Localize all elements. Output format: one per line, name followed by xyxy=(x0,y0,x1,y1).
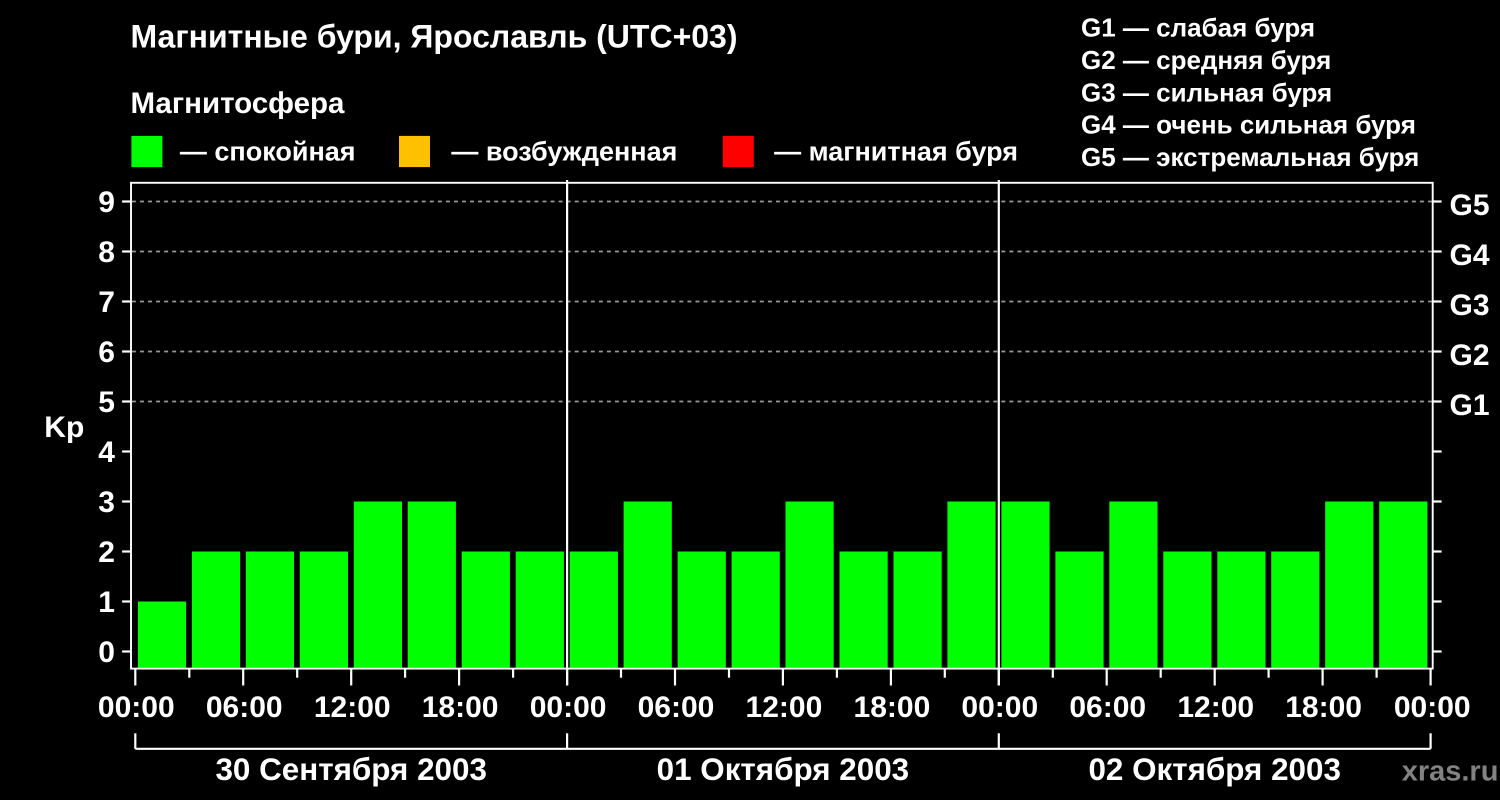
svg-text:G2: G2 xyxy=(1450,339,1490,372)
svg-text:02 Октября 2003: 02 Октября 2003 xyxy=(1088,752,1340,787)
svg-text:30 Сентября 2003: 30 Сентября 2003 xyxy=(215,752,486,787)
svg-text:00:00: 00:00 xyxy=(530,691,607,724)
svg-text:06:00: 06:00 xyxy=(1069,691,1146,724)
svg-text:Kp: Kp xyxy=(44,411,84,444)
svg-text:00:00: 00:00 xyxy=(1394,691,1471,724)
svg-text:8: 8 xyxy=(98,236,115,269)
svg-text:00:00: 00:00 xyxy=(98,691,175,724)
svg-text:4: 4 xyxy=(98,436,115,469)
svg-text:— возбужденная: — возбужденная xyxy=(451,137,677,167)
svg-text:18:00: 18:00 xyxy=(1285,691,1362,724)
svg-text:5: 5 xyxy=(98,386,115,419)
svg-text:0: 0 xyxy=(98,636,115,669)
svg-text:12:00: 12:00 xyxy=(1177,691,1254,724)
svg-text:Магнитные бури, Ярославль (UTC: Магнитные бури, Ярославль (UTC+03) xyxy=(131,19,738,55)
svg-text:00:00: 00:00 xyxy=(961,691,1038,724)
svg-text:— магнитная буря: — магнитная буря xyxy=(774,137,1018,167)
svg-text:6: 6 xyxy=(98,336,115,369)
svg-text:12:00: 12:00 xyxy=(314,691,391,724)
svg-text:06:00: 06:00 xyxy=(206,691,283,724)
svg-text:G1 — слабая буря: G1 — слабая буря xyxy=(1081,13,1315,43)
svg-text:G5 — экстремальная буря: G5 — экстремальная буря xyxy=(1081,142,1419,172)
svg-text:1: 1 xyxy=(98,586,115,619)
svg-text:2: 2 xyxy=(98,536,115,569)
svg-text:18:00: 18:00 xyxy=(854,691,931,724)
svg-text:12:00: 12:00 xyxy=(746,691,823,724)
svg-text:G1: G1 xyxy=(1450,389,1490,422)
svg-text:01 Октября 2003: 01 Октября 2003 xyxy=(657,752,909,787)
svg-text:18:00: 18:00 xyxy=(422,691,499,724)
svg-text:G4: G4 xyxy=(1450,239,1490,272)
svg-text:G4 — очень сильная буря: G4 — очень сильная буря xyxy=(1081,110,1416,140)
svg-text:Магнитосфера: Магнитосфера xyxy=(131,87,346,120)
svg-text:06:00: 06:00 xyxy=(638,691,715,724)
svg-text:7: 7 xyxy=(98,286,115,319)
svg-text:3: 3 xyxy=(98,486,115,519)
svg-text:G3 — сильная буря: G3 — сильная буря xyxy=(1081,77,1332,107)
svg-text:9: 9 xyxy=(98,186,115,219)
svg-text:— спокойная: — спокойная xyxy=(180,137,356,167)
svg-text:G2 — средняя буря: G2 — средняя буря xyxy=(1081,45,1331,75)
svg-text:G3: G3 xyxy=(1450,289,1490,322)
svg-text:xras.ru: xras.ru xyxy=(1402,756,1499,788)
svg-text:G5: G5 xyxy=(1450,189,1490,222)
